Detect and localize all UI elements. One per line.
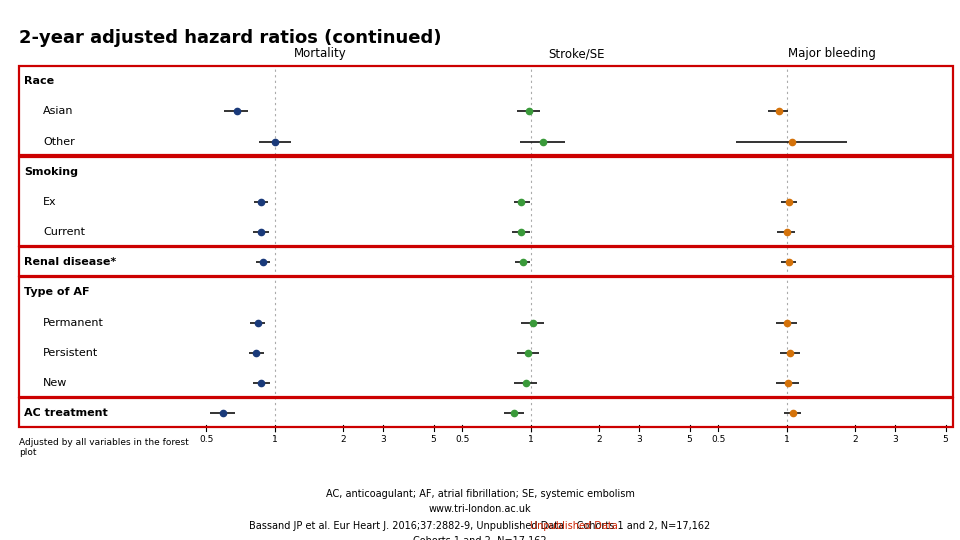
Text: AC, anticoagulant; AF, atrial fibrillation; SE, systemic embolism: AC, anticoagulant; AF, atrial fibrillati… bbox=[325, 489, 635, 499]
Text: Race: Race bbox=[24, 76, 54, 86]
Text: 2: 2 bbox=[341, 435, 346, 444]
Text: 0.5: 0.5 bbox=[711, 435, 726, 444]
Text: 1: 1 bbox=[528, 435, 534, 444]
Text: 5: 5 bbox=[686, 435, 692, 444]
Text: AC treatment: AC treatment bbox=[24, 408, 108, 418]
Text: 3: 3 bbox=[893, 435, 898, 444]
Text: Renal disease*: Renal disease* bbox=[24, 257, 116, 267]
Text: Ex: Ex bbox=[43, 197, 57, 207]
Text: 3: 3 bbox=[380, 435, 386, 444]
Text: Smoking: Smoking bbox=[24, 167, 78, 177]
Text: Type of AF: Type of AF bbox=[24, 287, 89, 298]
Text: Mortality: Mortality bbox=[294, 48, 347, 60]
Text: 0.5: 0.5 bbox=[455, 435, 469, 444]
Text: 0.5: 0.5 bbox=[200, 435, 213, 444]
Text: Unpublished Data: Unpublished Data bbox=[530, 521, 618, 530]
Text: Permanent: Permanent bbox=[43, 318, 104, 328]
Text: Adjusted by all variables in the forest
plot: Adjusted by all variables in the forest … bbox=[19, 437, 189, 457]
Text: 5: 5 bbox=[431, 435, 437, 444]
Text: Asian: Asian bbox=[43, 106, 74, 116]
Text: 2: 2 bbox=[852, 435, 858, 444]
Text: Persistent: Persistent bbox=[43, 348, 99, 358]
Text: 2-year adjusted hazard ratios (continued): 2-year adjusted hazard ratios (continued… bbox=[19, 29, 442, 47]
Text: 1: 1 bbox=[784, 435, 790, 444]
Text: Major bleeding: Major bleeding bbox=[788, 48, 876, 60]
Text: Cohorts 1 and 2, N=17,162: Cohorts 1 and 2, N=17,162 bbox=[413, 536, 547, 540]
Text: 1: 1 bbox=[272, 435, 277, 444]
Text: Bassand JP et al. Eur Heart J. 2016;37:2882-9, Unpublished Data    Cohorts 1 and: Bassand JP et al. Eur Heart J. 2016;37:2… bbox=[250, 521, 710, 530]
Text: 3: 3 bbox=[636, 435, 642, 444]
Text: 5: 5 bbox=[943, 435, 948, 444]
Text: Other: Other bbox=[43, 137, 75, 146]
Text: Current: Current bbox=[43, 227, 85, 237]
Text: New: New bbox=[43, 378, 67, 388]
Text: Stroke/SE: Stroke/SE bbox=[548, 48, 604, 60]
Text: www.tri-london.ac.uk: www.tri-london.ac.uk bbox=[429, 504, 531, 515]
Text: 2: 2 bbox=[596, 435, 602, 444]
